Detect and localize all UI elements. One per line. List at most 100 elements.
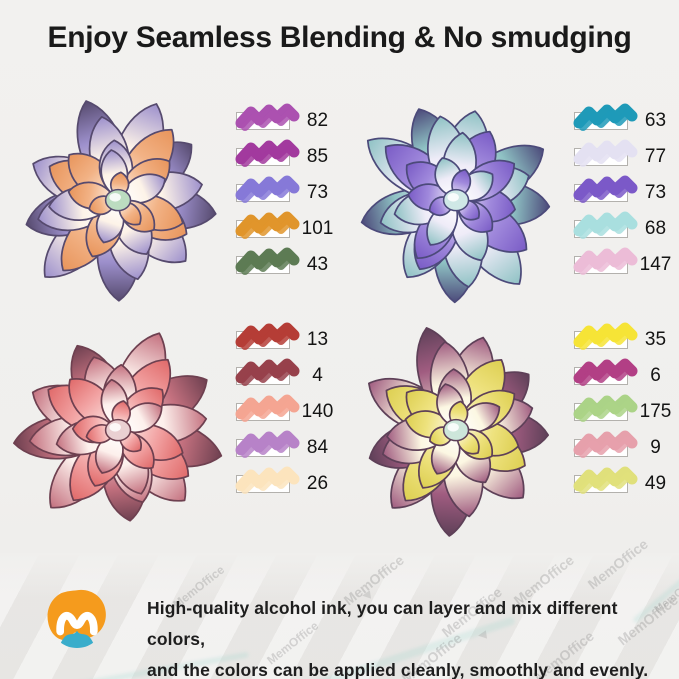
swatch-box [573, 211, 638, 239]
peach-succulent-illustration [25, 100, 217, 302]
swatch-row: 9 [573, 430, 678, 458]
marker-scribble-icon [235, 103, 300, 131]
swatch-row: 35 [573, 322, 678, 350]
quadrant-yellow-succulent: 35 6 175 9 49 [340, 318, 678, 550]
marker-scribble-icon [235, 394, 300, 422]
swatch-row: 85 [235, 139, 340, 167]
swatch-row: 84 [235, 430, 340, 458]
color-number: 101 [301, 218, 334, 239]
color-number: 68 [644, 218, 667, 239]
marker-scribble-icon [573, 358, 638, 386]
swatch-box [235, 139, 300, 167]
swatch-row: 63 [573, 103, 678, 131]
swatch-box [235, 358, 300, 386]
swatch-row: 140 [235, 394, 340, 422]
page-title: Enjoy Seamless Blending & No smudging [47, 21, 632, 54]
marker-scribble-icon [235, 430, 300, 458]
swatch-box [235, 322, 300, 350]
color-number: 4 [312, 365, 323, 386]
color-number: 26 [306, 473, 329, 494]
swatch-box [235, 247, 300, 275]
color-number: 13 [306, 329, 329, 350]
marker-scribble-icon [235, 358, 300, 386]
swatch-box [235, 394, 300, 422]
swatch-box [573, 430, 638, 458]
swatch-box [573, 358, 638, 386]
marker-scribble-icon [235, 322, 300, 350]
swatch-box [235, 103, 300, 131]
swatch-list: 13 4 140 84 26 [235, 318, 340, 550]
swatch-list: 35 6 175 9 49 [573, 318, 678, 550]
marker-scribble-icon [573, 322, 638, 350]
swatch-row: 49 [573, 466, 678, 494]
footer-description: High-quality alcohol ink, you can layer … [147, 593, 679, 679]
marker-scribble-icon [573, 466, 638, 494]
color-number: 84 [306, 437, 329, 458]
marker-scribble-icon [235, 175, 300, 203]
color-number: 73 [306, 182, 329, 203]
quadrant-purple-succulent: 63 77 73 68 147 [340, 88, 678, 320]
swatch-row: 43 [235, 247, 340, 275]
pink-succulent-illustration [13, 332, 223, 522]
color-number: 63 [644, 110, 667, 131]
color-number: 77 [644, 146, 667, 167]
swatch-box [573, 139, 638, 167]
swatch-row: 77 [573, 139, 678, 167]
color-number: 49 [644, 473, 667, 494]
swatch-box [235, 211, 300, 239]
color-number: 6 [650, 365, 661, 386]
color-number: 73 [644, 182, 667, 203]
marker-scribble-icon [235, 211, 300, 239]
color-number: 175 [639, 401, 672, 422]
marker-scribble-icon [573, 139, 638, 167]
marker-scribble-icon [235, 247, 300, 275]
swatch-row: 6 [573, 358, 678, 386]
swatch-box [573, 322, 638, 350]
footer-line-2: and the colors can be applied cleanly, s… [147, 660, 649, 679]
color-number: 85 [306, 146, 329, 167]
swatch-row: 73 [235, 175, 340, 203]
color-number: 82 [306, 110, 329, 131]
quadrant-pink-succulent: 13 4 140 84 26 [2, 318, 340, 550]
marker-scribble-icon [235, 466, 300, 494]
marker-scribble-icon [573, 430, 638, 458]
swatch-box [235, 466, 300, 494]
color-number: 43 [306, 254, 329, 275]
swatch-row: 73 [573, 175, 678, 203]
swatch-box [573, 103, 638, 131]
memoffice-logo [42, 586, 112, 656]
swatch-box [573, 175, 638, 203]
marker-scribble-icon [573, 211, 638, 239]
footer-line-1: High-quality alcohol ink, you can layer … [147, 598, 618, 649]
swatch-row: 13 [235, 322, 340, 350]
color-number: 35 [644, 329, 667, 350]
swatch-box [573, 394, 638, 422]
swatch-list: 63 77 73 68 147 [573, 88, 678, 320]
memoffice-logo-icon [47, 589, 106, 648]
marker-scribble-icon [573, 103, 638, 131]
marker-scribble-icon [573, 247, 638, 275]
color-number: 147 [639, 254, 672, 275]
swatch-row: 147 [573, 247, 678, 275]
swatch-row: 175 [573, 394, 678, 422]
color-number: 140 [301, 401, 334, 422]
swatch-box [573, 247, 638, 275]
purple-succulent-illustration [360, 108, 551, 304]
marker-scribble-icon [235, 139, 300, 167]
swatch-box [235, 430, 300, 458]
swatch-box [235, 175, 300, 203]
swatch-row: 68 [573, 211, 678, 239]
swatch-row: 26 [235, 466, 340, 494]
swatch-row: 82 [235, 103, 340, 131]
marker-scribble-icon [573, 175, 638, 203]
footer-fade [0, 553, 679, 599]
color-number: 9 [650, 437, 661, 458]
yellow-succulent-illustration [367, 327, 550, 537]
swatch-row: 101 [235, 211, 340, 239]
quadrant-peach-succulent: 82 85 73 101 43 [2, 88, 340, 320]
swatch-box [573, 466, 638, 494]
swatch-row: 4 [235, 358, 340, 386]
marker-scribble-icon [573, 394, 638, 422]
swatch-list: 82 85 73 101 43 [235, 88, 340, 320]
